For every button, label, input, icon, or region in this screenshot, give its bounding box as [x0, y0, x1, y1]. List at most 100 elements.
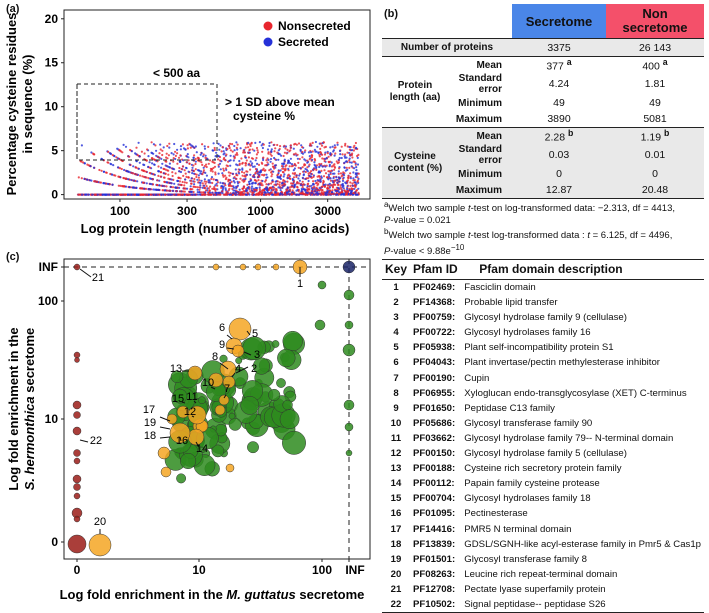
pfam-description: GDSL/SGNH-like acyl-esterase family in P…	[464, 538, 701, 550]
scatter-point	[302, 173, 305, 176]
pfam-key: 5	[393, 342, 399, 354]
scatter-point	[184, 172, 187, 175]
scatter-point	[210, 176, 214, 179]
scatter-point	[235, 152, 238, 155]
scatter-point	[258, 186, 261, 189]
x-axis-a: 100 300 1000 3000	[110, 199, 341, 218]
scatter-point	[197, 193, 200, 196]
scatter-point	[135, 153, 138, 156]
enrichment-bubble	[172, 388, 188, 404]
scatter-point	[177, 179, 180, 183]
scatter-point	[130, 150, 133, 153]
scatter-point	[262, 158, 265, 162]
enrichment-bubble	[228, 317, 252, 341]
scatter-point	[296, 153, 299, 156]
pfam-description: Glycosyl hydrolase family 9 (cellulase)	[464, 312, 627, 324]
scatter-point	[322, 175, 326, 178]
scatter-point	[319, 147, 322, 150]
scatter-point	[303, 151, 306, 154]
scatter-point	[217, 142, 220, 145]
scatter-point	[205, 185, 208, 188]
enrichment-bubble	[73, 515, 81, 523]
scatter-point	[212, 187, 216, 191]
pfam-description: PMR5 N terminal domain	[464, 523, 572, 535]
scatter-point	[221, 172, 224, 175]
scatter-point	[230, 193, 233, 196]
scatter-point	[293, 173, 296, 176]
scatter-point	[185, 193, 188, 196]
scatter-point	[279, 174, 283, 177]
scatter-point	[171, 174, 174, 178]
pfam-description: Xyloglucan endo-transglycosylase (XET) C…	[464, 387, 687, 399]
scatter-point	[355, 166, 358, 169]
scatter-point	[319, 142, 323, 145]
scatter-point	[251, 193, 254, 196]
scatter-point	[244, 193, 247, 196]
enrichment-bubble	[157, 446, 171, 460]
enrichment-bubble	[73, 457, 81, 465]
scatter-point	[311, 141, 314, 144]
scatter-point	[276, 176, 279, 179]
scatter-point	[78, 193, 81, 196]
scatter-point	[201, 186, 204, 189]
scatter-point	[189, 188, 192, 191]
scatter-point	[198, 181, 201, 184]
scatter-point	[130, 178, 133, 182]
scatter-point	[266, 161, 269, 164]
scatter-point	[328, 170, 331, 173]
scatter-point	[319, 164, 322, 167]
scatter-point	[209, 185, 212, 188]
scatter-point	[260, 144, 263, 147]
scatter-point	[342, 171, 345, 174]
scatter-point	[308, 175, 311, 178]
scatter-point	[225, 153, 228, 156]
scatter-point	[113, 155, 116, 158]
scatter-point	[292, 153, 295, 156]
scatter-point	[320, 152, 323, 155]
value-non-proteins: 26 143	[606, 38, 704, 57]
scatter-point	[193, 172, 196, 175]
row-length-max: Maximum	[455, 113, 502, 125]
scatter-point	[273, 150, 276, 153]
scatter-point	[319, 188, 322, 191]
scatter-point	[311, 193, 314, 196]
scatter-point	[248, 182, 251, 186]
value-sec-proteins: 3375	[512, 38, 606, 57]
scatter-point	[239, 193, 242, 196]
scatter-point	[221, 190, 224, 193]
scatter-point	[174, 150, 177, 153]
scatter-point	[247, 180, 251, 183]
scatter-point	[308, 185, 311, 188]
value-non-cys-se: 0.01	[606, 144, 704, 166]
scatter-point	[352, 177, 355, 180]
scatter-point	[214, 155, 217, 158]
scatter-point	[150, 172, 153, 175]
scatter-point	[297, 142, 301, 145]
enrichment-bubble	[228, 412, 236, 420]
scatter-point	[270, 141, 273, 144]
scatter-point	[168, 146, 171, 149]
scatter-point	[243, 190, 246, 193]
y-axis-a: 0 5 10 15 20	[45, 12, 64, 202]
scatter-point	[312, 193, 316, 196]
scatter-point	[251, 165, 255, 168]
scatter-point	[196, 191, 199, 194]
scatter-point	[138, 161, 141, 164]
pfam-key: 19	[390, 553, 402, 565]
scatter-point	[251, 189, 254, 192]
scatter-point	[147, 193, 150, 196]
scatter-point	[241, 167, 244, 170]
pfam-key: 18	[390, 538, 402, 550]
pfam-row: 3 PF00759: Glycosyl hydrolase family 9 (ce…	[382, 310, 704, 325]
scatter-point	[244, 155, 247, 158]
point-label: 6	[219, 322, 225, 334]
scatter-point	[181, 193, 184, 196]
scatter-point	[279, 145, 282, 148]
scatter-point	[203, 165, 206, 168]
scatter-point	[273, 164, 277, 167]
scatter-point	[308, 171, 312, 174]
scatter-point	[103, 182, 106, 185]
scatter-point	[350, 189, 354, 192]
scatter-point	[344, 153, 347, 156]
pfam-row: 1 PF02469: Fasciclin domain	[382, 280, 704, 296]
